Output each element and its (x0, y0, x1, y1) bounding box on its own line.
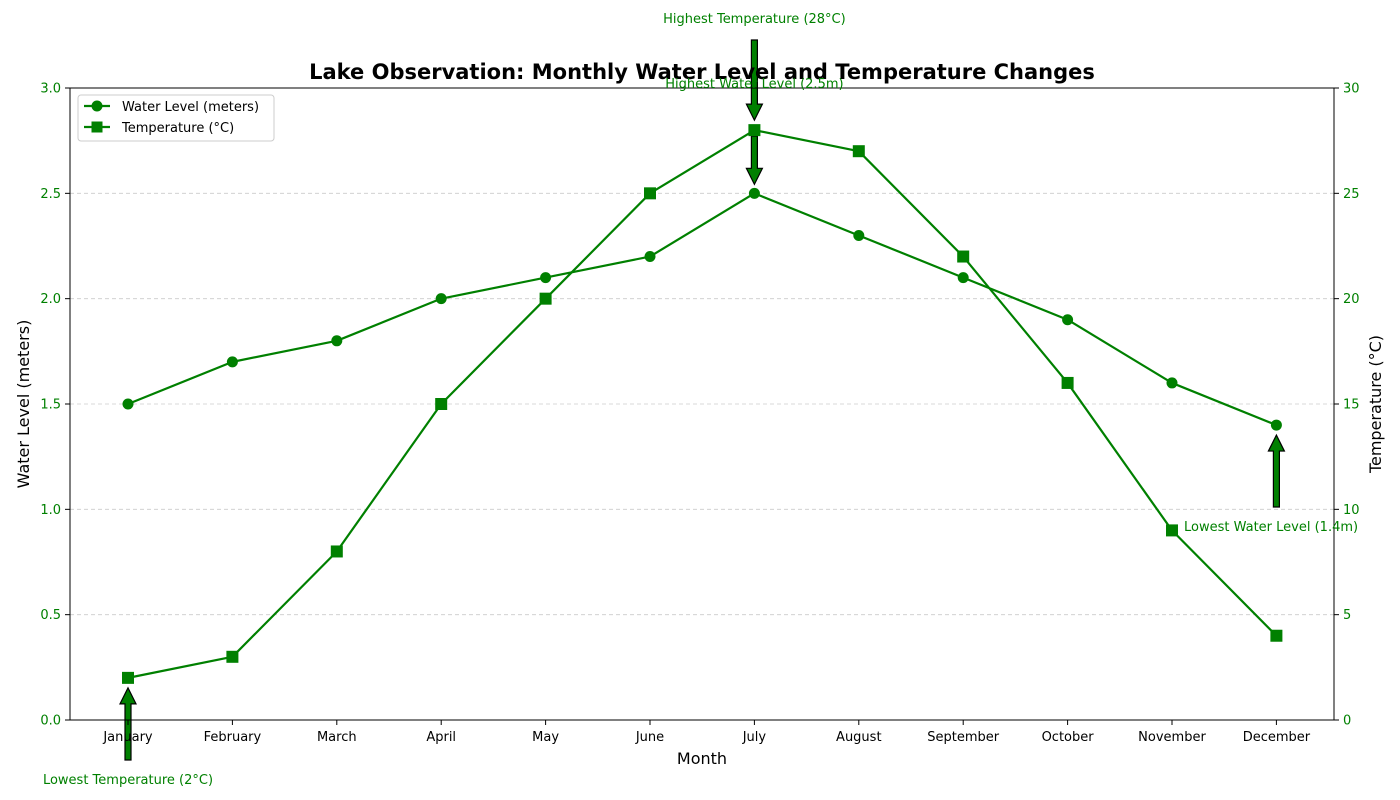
annotation-arrows (119, 39, 1286, 761)
legend-label-water-level: Water Level (meters) (122, 100, 259, 115)
data-point-temperature (748, 124, 761, 137)
annotation-arrow-highest-water-level (745, 135, 764, 186)
x-tick-label: October (1042, 730, 1095, 745)
x-tick-label: May (532, 730, 559, 745)
x-tick-label: August (836, 730, 882, 745)
y-tick-label-right: 15 (1343, 398, 1360, 413)
data-point-water-level (1166, 377, 1178, 389)
data-point-temperature (1270, 629, 1283, 642)
x-tick-label: June (635, 730, 664, 745)
x-tick-label: March (317, 730, 357, 745)
data-point-water-level (957, 272, 969, 284)
y-tick-label-left: 1.0 (40, 503, 61, 518)
data-point-water-level (644, 251, 656, 263)
x-tick-label: September (927, 730, 1000, 745)
annotation-highest-water-level: Highest Water Level (2.5m) (665, 77, 843, 92)
data-point-temperature (122, 671, 134, 684)
chart-text: Lake Observation: Monthly Water Level an… (14, 12, 1385, 788)
x-tick-label: July (742, 730, 767, 745)
legend-label-temperature: Temperature (°C) (121, 121, 234, 136)
y-tick-label-left: 0.0 (40, 714, 61, 729)
data-point-temperature (330, 545, 343, 558)
y-tick-label-right: 20 (1343, 292, 1360, 307)
series-lines (122, 124, 1283, 684)
y-tick-label-left: 1.5 (40, 398, 61, 413)
y-tick-label-left: 2.0 (40, 292, 61, 307)
annotation-lowest-water-level: Lowest Water Level (1.4m) (1184, 520, 1358, 535)
series-line-water-level (127, 192, 1277, 427)
data-point-temperature (435, 398, 448, 410)
data-point-water-level (540, 272, 552, 284)
y-tick-label-right: 5 (1343, 608, 1351, 623)
chart-title: Lake Observation: Monthly Water Level an… (309, 60, 1095, 84)
data-point-temperature (539, 292, 552, 305)
y-tick-label-left: 2.5 (40, 187, 61, 202)
legend-marker-temperature (91, 121, 103, 133)
data-point-temperature (957, 250, 970, 263)
y-tick-label-left: 0.5 (40, 608, 61, 623)
legend: Water Level (meters) Temperature (°C) (77, 94, 275, 142)
data-point-temperature (1166, 524, 1178, 537)
data-point-water-level (122, 398, 134, 410)
legend-marker-water-level (91, 100, 103, 112)
data-point-temperature (226, 650, 239, 663)
data-point-water-level (853, 229, 865, 241)
y-tick-label-right: 25 (1343, 187, 1360, 202)
annotation-arrow-lowest-water-level (1267, 433, 1286, 508)
y-axis-label-right: Temperature (°C) (1366, 335, 1385, 474)
data-point-water-level (1270, 419, 1282, 431)
series-line-temperature (127, 129, 1278, 679)
y-tick-label-right: 0 (1343, 714, 1351, 729)
x-tick-label: January (102, 730, 153, 745)
legend-frame (77, 94, 275, 142)
annotation-highest-temperature: Highest Temperature (28°C) (663, 12, 846, 27)
data-point-temperature (644, 187, 656, 200)
data-point-water-level (331, 335, 343, 347)
data-point-temperature (1061, 376, 1074, 389)
y-tick-label-left: 3.0 (40, 82, 61, 97)
data-point-water-level (748, 187, 760, 199)
x-tick-label: February (204, 730, 262, 745)
x-tick-label: December (1243, 730, 1311, 745)
data-point-water-level (1062, 314, 1074, 326)
data-point-temperature (852, 145, 865, 158)
y-tick-label-right: 30 (1343, 82, 1360, 97)
axes (65, 87, 1339, 725)
x-tick-label: November (1138, 730, 1206, 745)
data-point-water-level (226, 356, 238, 368)
annotation-arrow-highest-temperature (745, 39, 764, 122)
x-axis-label: Month (677, 749, 727, 768)
y-axis-label-left: Water Level (meters) (14, 320, 33, 489)
y-tick-label-right: 10 (1343, 503, 1360, 518)
data-point-water-level (435, 293, 447, 305)
annotation-lowest-temperature: Lowest Temperature (2°C) (43, 773, 213, 788)
x-tick-label: April (426, 730, 456, 745)
grid-lines (70, 192, 1334, 616)
